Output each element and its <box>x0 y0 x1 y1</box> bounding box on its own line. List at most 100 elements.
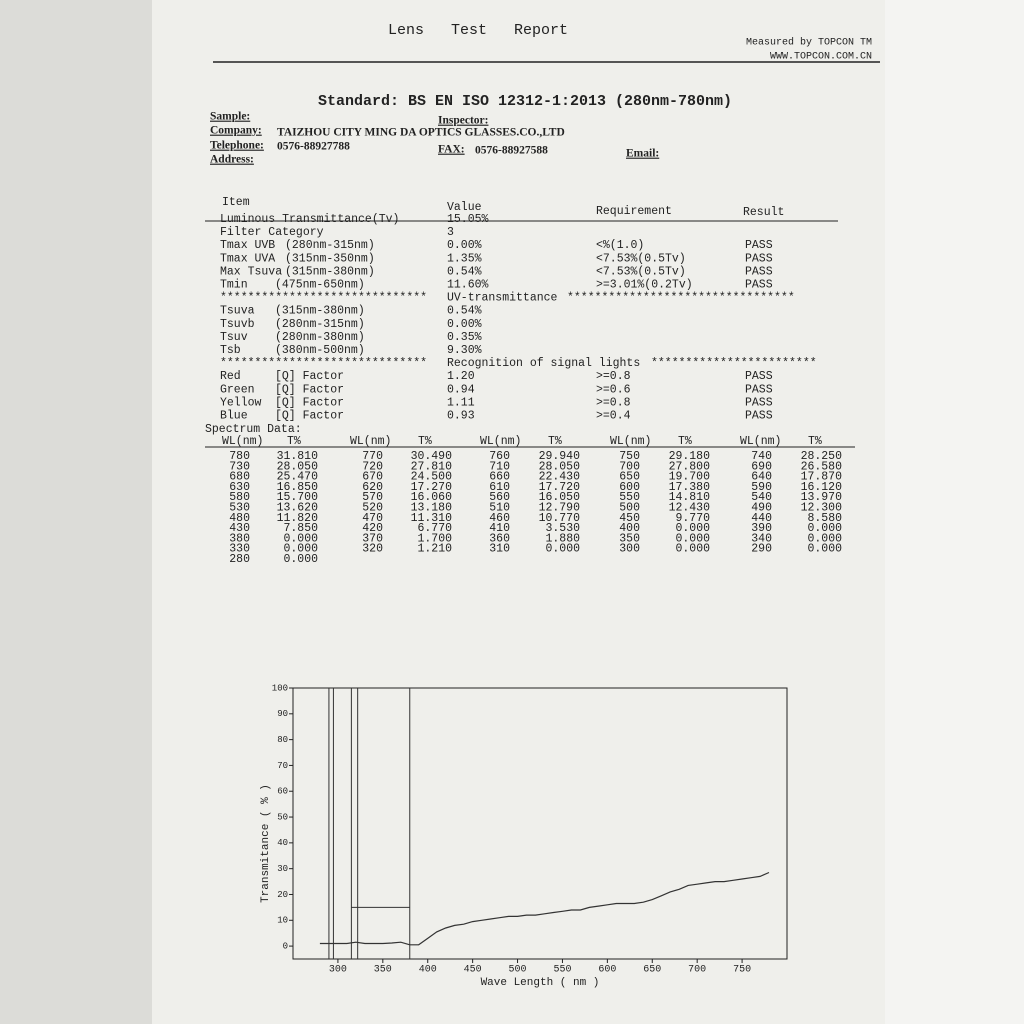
item-name: Tmax UVB <box>220 239 275 252</box>
item-name: Luminous Transmittance(Tv) <box>220 213 399 226</box>
y-axis-title: Transmitance ( % ) <box>260 784 272 903</box>
t-cell: 0.000 <box>807 543 842 556</box>
item-result: PASS <box>745 383 773 396</box>
wl-cell: 310 <box>489 543 510 556</box>
wl-cell: 620 <box>362 481 383 494</box>
y-tick-label: 70 <box>277 761 288 771</box>
wl-cell: 760 <box>489 450 510 463</box>
item-detail: (315nm-350nm) <box>285 252 375 265</box>
wl-cell: 380 <box>229 532 250 545</box>
wl-cell: 290 <box>751 543 772 556</box>
t-cell: 0.000 <box>675 532 710 545</box>
t-cell: 29.940 <box>539 450 581 463</box>
t-cell: 16.050 <box>539 491 581 504</box>
report-title: Lens Test Report <box>388 22 568 39</box>
y-tick-label: 30 <box>277 864 288 874</box>
item-value: 9.30% <box>447 344 482 357</box>
wl-cell: 360 <box>489 532 510 545</box>
t-cell: 31.810 <box>277 450 319 463</box>
wl-cell: 480 <box>229 512 250 525</box>
t-cell: 1.880 <box>545 532 580 545</box>
address-label: Address: <box>210 154 254 166</box>
email-label: Email: <box>626 148 659 160</box>
item-detail: (315nm-380nm) <box>275 305 365 318</box>
item-name: Tsuva <box>220 305 255 318</box>
t-cell: 0.000 <box>283 543 318 556</box>
t-cell: 28.250 <box>801 450 843 463</box>
wl-cell: 650 <box>619 471 640 484</box>
wl-cell: 540 <box>751 491 772 504</box>
value-header: Value <box>447 201 482 214</box>
t-cell: 11.310 <box>411 512 453 525</box>
t-cell: 14.810 <box>669 491 711 504</box>
item-result: PASS <box>745 396 773 409</box>
wl-header: WL(nm) <box>610 435 651 448</box>
wl-cell: 710 <box>489 460 510 473</box>
t-cell: 16.120 <box>801 481 843 494</box>
wl-header: WL(nm) <box>740 435 781 448</box>
item-requirement: >=0.4 <box>596 410 631 423</box>
background-left <box>0 0 152 1024</box>
item-result: PASS <box>745 370 773 383</box>
t-cell: 19.700 <box>669 471 711 484</box>
t-cell: 0.000 <box>675 543 710 556</box>
item-detail: [Q] Factor <box>275 396 344 409</box>
t-cell: 1.700 <box>417 532 452 545</box>
item-value: 3 <box>447 226 454 239</box>
item-detail: (475nm-650nm) <box>275 279 365 292</box>
wl-cell: 550 <box>619 491 640 504</box>
item-name: Tsuvb <box>220 318 255 331</box>
section-title: Recognition of signal lights <box>447 357 640 370</box>
y-tick-label: 40 <box>277 838 288 848</box>
item-value: 0.54% <box>447 305 482 318</box>
wl-cell: 440 <box>751 512 772 525</box>
item-requirement: <%(1.0) <box>596 239 644 252</box>
inspector-label: Inspector: <box>438 115 488 127</box>
wl-cell: 280 <box>229 553 250 566</box>
item-detail: (280nm-315nm) <box>275 318 365 331</box>
wl-cell: 490 <box>751 502 772 515</box>
item-value: 0.00% <box>447 318 482 331</box>
wl-cell: 780 <box>229 450 250 463</box>
wl-cell: 450 <box>619 512 640 525</box>
item-header: Item <box>222 196 250 209</box>
t-cell: 29.180 <box>669 450 711 463</box>
wl-cell: 690 <box>751 460 772 473</box>
wl-cell: 300 <box>619 543 640 556</box>
standard: Standard: BS EN ISO 12312-1:2013 (280nm-… <box>318 93 732 110</box>
wl-cell: 400 <box>619 522 640 535</box>
x-tick-label: 750 <box>733 965 751 976</box>
wl-cell: 320 <box>362 543 383 556</box>
item-name: Filter Category <box>220 226 324 239</box>
wl-header: WL(nm) <box>480 435 521 448</box>
item-detail: (315nm-380nm) <box>285 265 375 278</box>
wl-cell: 410 <box>489 522 510 535</box>
item-result: PASS <box>745 252 773 265</box>
x-tick-label: 700 <box>688 965 706 976</box>
t-cell: 0.000 <box>545 543 580 556</box>
t-cell: 9.770 <box>675 512 710 525</box>
y-tick-label: 50 <box>277 812 288 822</box>
t-cell: 7.850 <box>283 522 318 535</box>
y-tick-label: 10 <box>277 916 288 926</box>
measured-by: Measured by TOPCON TM <box>746 37 872 49</box>
section-title: UV-transmittance <box>447 292 558 305</box>
t-cell: 13.180 <box>411 502 453 515</box>
wl-cell: 630 <box>229 481 250 494</box>
t-cell: 17.720 <box>539 481 581 494</box>
wl-cell: 500 <box>619 502 640 515</box>
wl-cell: 340 <box>751 532 772 545</box>
x-tick-label: 500 <box>509 965 527 976</box>
t-cell: 1.210 <box>417 543 452 556</box>
item-value: 1.20 <box>447 370 475 383</box>
t-cell: 25.470 <box>277 471 319 484</box>
item-value: 0.94 <box>447 383 475 396</box>
item-name: Tsb <box>220 344 241 357</box>
t-cell: 0.000 <box>283 532 318 545</box>
t-header: T% <box>418 435 432 448</box>
wl-header: WL(nm) <box>350 435 391 448</box>
item-name: Max Tsuva <box>220 265 282 278</box>
x-tick-label: 400 <box>419 965 437 976</box>
item-requirement: >=0.8 <box>596 370 631 383</box>
